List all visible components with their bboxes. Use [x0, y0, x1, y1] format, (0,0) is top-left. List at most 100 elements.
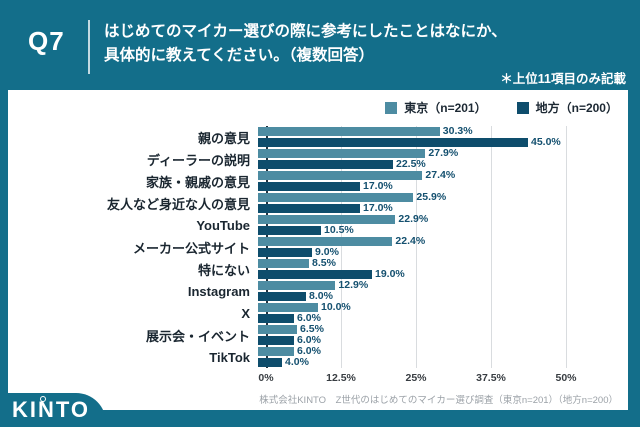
region-bar-line: 6.0%: [258, 312, 618, 324]
tokyo-value-label: 30.3%: [442, 125, 473, 137]
category-label: 家族・親戚の意見: [145, 174, 250, 190]
region-bar-line: 17.0%: [258, 180, 618, 192]
region-value-label: 10.5%: [324, 224, 354, 236]
bar-pair: 22.9% 10.5%: [258, 213, 618, 236]
x-tick-25: 25%: [405, 372, 427, 384]
region-bar-line: 10.5%: [258, 224, 618, 236]
region-bar-line: 4.0%: [258, 356, 618, 368]
kinto-logo-ring-icon: [40, 396, 46, 402]
tokyo-bar: [258, 237, 393, 246]
legend-item-tokyo: 東京（n=201）: [385, 99, 487, 116]
tokyo-bar: [258, 171, 423, 180]
region-swatch-icon: [516, 101, 529, 114]
legend-item-region: 地方（n=200）: [516, 99, 618, 116]
bar-pair: 8.5% 19.0%: [258, 257, 618, 280]
tokyo-bar: [258, 259, 309, 268]
tokyo-value-label: 25.9%: [416, 191, 447, 203]
category-label: 特にない: [197, 262, 250, 278]
tokyo-bar-line: 30.3%: [258, 125, 618, 137]
region-value-label: 17.0%: [363, 180, 393, 192]
tokyo-bar: [258, 347, 294, 356]
region-value-label: 45.0%: [531, 136, 561, 148]
region-bar: [258, 358, 282, 367]
grid-overlay: [266, 126, 567, 368]
question-number: Q7: [28, 26, 65, 56]
bar-pair: 22.4% 9.0%: [258, 235, 618, 257]
region-value-label: 17.0%: [363, 202, 393, 214]
chart-row: ディーラーの説明 27.9% 22.5%: [8, 148, 628, 170]
question-line-1: はじめてのマイカー選びの際に参考にしたことはなにか、: [104, 23, 507, 40]
tokyo-bar-line: 22.4%: [258, 235, 618, 247]
category-label: メーカー公式サイト: [132, 240, 250, 256]
gridline-37-5: [491, 126, 492, 368]
region-value-label: 22.5%: [396, 158, 426, 170]
tokyo-value-label: 27.9%: [428, 147, 459, 159]
tokyo-bar: [258, 127, 440, 136]
tokyo-swatch-icon: [385, 101, 398, 114]
gridline-25: [416, 126, 417, 368]
tokyo-bar-line: 12.9%: [258, 279, 618, 291]
category-label: YouTube: [196, 217, 250, 233]
chart-row: X 10.0% 6.0%: [8, 302, 628, 324]
tokyo-bar-line: 25.9%: [258, 191, 618, 203]
tokyo-bar: [258, 215, 396, 224]
region-value-label: 6.0%: [297, 312, 321, 324]
bottom-strip: [0, 414, 640, 427]
region-bar: [258, 182, 360, 191]
region-bar-line: 8.0%: [258, 291, 618, 301]
x-tick-50: 50%: [555, 372, 577, 384]
category-label: X: [241, 305, 250, 321]
tokyo-bar-line: 6.0%: [258, 345, 618, 357]
x-tick-37-5: 37.5%: [476, 372, 506, 384]
region-bar-line: 17.0%: [258, 202, 618, 214]
region-bar: [258, 248, 312, 257]
x-tick-12-5: 12.5%: [326, 372, 356, 384]
bar-pair: 6.0% 4.0%: [258, 345, 618, 368]
question-text: はじめてのマイカー選びの際に参考にしたことはなにか、 具体的に教えてください。（…: [104, 20, 507, 68]
chart-row: TikTok 6.0% 4.0%: [8, 346, 628, 368]
x-tick-0: 0%: [258, 372, 274, 384]
chart-rows: 親の意見 30.3% 45.0% ディーラーの説明 27.9% 22.5%: [8, 126, 628, 368]
tokyo-bar: [258, 193, 414, 202]
bar-pair: 27.4% 17.0%: [258, 169, 618, 192]
category-label: Instagram: [187, 283, 250, 299]
source-caption: 株式会社KINTO Z世代のはじめてのマイカー選び調査（東京n=201）（地方n…: [259, 395, 618, 406]
tokyo-bar-line: 10.0%: [258, 302, 618, 312]
tokyo-value-label: 6.0%: [297, 345, 321, 357]
legend: 東京（n=201） 地方（n=200）: [385, 99, 618, 116]
tokyo-bar: [258, 149, 426, 158]
chart-row: YouTube 22.9% 10.5%: [8, 214, 628, 236]
region-value-label: 6.0%: [297, 334, 321, 346]
region-bar-line: 22.5%: [258, 158, 618, 170]
tokyo-value-label: 8.5%: [312, 257, 336, 269]
region-bar: [258, 138, 528, 147]
region-bar: [258, 270, 372, 279]
tokyo-bar: [258, 281, 336, 290]
region-value-label: 4.0%: [285, 356, 309, 368]
tokyo-value-label: 22.4%: [395, 235, 426, 247]
bar-chart: 親の意見 30.3% 45.0% ディーラーの説明 27.9% 22.5%: [8, 126, 628, 386]
x-axis: 0% 12.5% 25% 37.5% 50%: [258, 368, 576, 386]
bar-pair: 27.9% 22.5%: [258, 147, 618, 170]
tokyo-bar-line: 22.9%: [258, 213, 618, 225]
category-label: 展示会・イベント: [145, 328, 250, 344]
chart-row: 家族・親戚の意見 27.4% 17.0%: [8, 170, 628, 192]
tokyo-bar-line: 6.5%: [258, 324, 618, 334]
chart-row: 友人など身近な人の意見 25.9% 17.0%: [8, 192, 628, 214]
region-bar: [258, 160, 393, 169]
bar-pair: 30.3% 45.0%: [258, 125, 618, 148]
bar-pair: 25.9% 17.0%: [258, 191, 618, 214]
category-label: 親の意見: [197, 130, 250, 146]
region-bar: [258, 314, 294, 323]
legend-label-region: 地方（n=200）: [535, 101, 618, 115]
tokyo-value-label: 12.9%: [338, 279, 369, 291]
chart-row: 展示会・イベント 6.5% 6.0%: [8, 324, 628, 346]
region-bar-line: 19.0%: [258, 268, 618, 280]
chart-row: 親の意見 30.3% 45.0%: [8, 126, 628, 148]
region-value-label: 19.0%: [375, 268, 405, 280]
tokyo-value-label: 22.9%: [398, 213, 429, 225]
tokyo-bar: [258, 303, 318, 312]
gridline-12-5: [341, 126, 342, 368]
tokyo-value-label: 27.4%: [425, 169, 456, 181]
region-bar: [258, 226, 321, 235]
